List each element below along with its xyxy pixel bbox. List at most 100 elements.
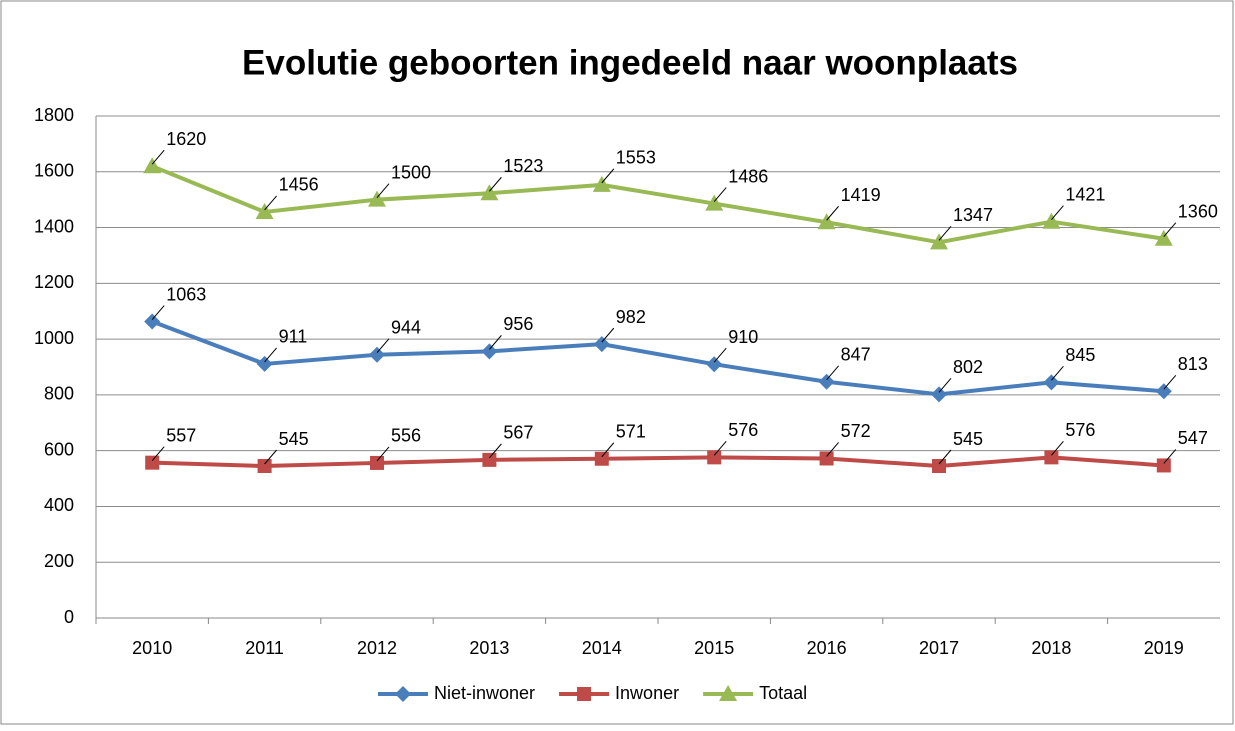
x-tick-label: 2015 xyxy=(694,638,734,658)
data-point xyxy=(1042,212,1061,229)
leader-line xyxy=(264,347,277,363)
x-tick-label: 2014 xyxy=(582,638,622,658)
leader-line xyxy=(1163,222,1177,238)
data-label: 556 xyxy=(391,426,421,446)
leader-line xyxy=(264,449,277,465)
data-point xyxy=(256,355,273,372)
y-tick-label: 800 xyxy=(44,384,74,404)
leader-line xyxy=(938,378,952,393)
leader-line xyxy=(601,168,615,184)
leader-line xyxy=(151,446,165,461)
leader-line xyxy=(938,449,952,465)
leader-line xyxy=(376,446,390,462)
y-tick-label: 1200 xyxy=(34,272,74,292)
data-label: 557 xyxy=(166,425,196,445)
data-label: 1500 xyxy=(391,162,431,182)
data-point xyxy=(592,175,611,192)
data-label: 910 xyxy=(728,327,758,347)
data-point xyxy=(1154,229,1173,246)
leader-line xyxy=(151,149,165,165)
data-point xyxy=(819,451,834,466)
leader-line xyxy=(826,205,839,221)
data-label: 547 xyxy=(1178,428,1208,448)
x-tick-label: 2013 xyxy=(469,638,509,658)
data-label: 1419 xyxy=(841,185,881,205)
data-point xyxy=(932,459,946,474)
data-point xyxy=(257,459,272,474)
data-label: 572 xyxy=(841,421,871,441)
leader-line xyxy=(713,187,727,202)
data-point xyxy=(706,356,723,373)
leader-line xyxy=(1163,449,1177,464)
data-label: 545 xyxy=(279,429,309,449)
legend-label: Totaal xyxy=(759,683,807,703)
data-point xyxy=(1155,383,1172,400)
data-point xyxy=(481,343,498,360)
x-tick-label: 2017 xyxy=(919,638,959,658)
leader-line xyxy=(151,305,165,320)
leader-line xyxy=(601,327,615,343)
chart-title: Evolutie geboorten ingedeeld naar woonpl… xyxy=(242,43,1018,82)
series-line xyxy=(151,164,1165,245)
data-label: 1421 xyxy=(1065,184,1105,204)
data-label: 1486 xyxy=(728,166,768,186)
data-point xyxy=(368,190,386,207)
leader-line xyxy=(376,338,390,354)
leader-line xyxy=(713,347,727,363)
leader-line xyxy=(938,226,952,241)
data-label: 845 xyxy=(1065,345,1095,365)
data-label: 802 xyxy=(953,357,983,377)
data-point xyxy=(818,373,835,390)
data-point xyxy=(705,194,724,211)
data-label: 911 xyxy=(279,327,308,347)
data-point xyxy=(370,455,384,470)
leader-line xyxy=(713,441,727,456)
data-point xyxy=(255,202,274,219)
data-point xyxy=(1044,450,1059,465)
data-label: 944 xyxy=(391,317,421,337)
data-label: 813 xyxy=(1178,354,1208,374)
data-point xyxy=(930,233,948,250)
data-point xyxy=(1043,374,1060,391)
data-label: 1456 xyxy=(279,175,319,195)
x-tick-label: 2012 xyxy=(357,638,397,658)
leader-line xyxy=(601,442,615,458)
data-point xyxy=(480,184,499,201)
data-label: 982 xyxy=(616,307,646,327)
x-tick-label: 2016 xyxy=(807,638,847,658)
data-label: 545 xyxy=(953,429,983,449)
leader-line xyxy=(489,443,502,459)
legend-marker xyxy=(719,685,738,701)
leader-line xyxy=(1163,374,1177,390)
y-tick-label: 600 xyxy=(44,439,74,459)
y-tick-label: 0 xyxy=(64,607,74,627)
y-tick-label: 200 xyxy=(44,551,74,571)
y-tick-label: 1000 xyxy=(34,328,74,348)
y-tick-label: 1400 xyxy=(34,216,74,236)
legend-label: Inwoner xyxy=(615,683,679,703)
leader-line xyxy=(1051,366,1064,381)
leader-line xyxy=(264,195,277,211)
data-label: 567 xyxy=(503,423,533,443)
legend-marker xyxy=(577,687,592,701)
data-label: 1347 xyxy=(953,205,993,225)
data-label: 1523 xyxy=(503,156,543,176)
data-point xyxy=(1156,458,1171,473)
data-point xyxy=(369,346,385,363)
leader-line xyxy=(489,335,502,350)
series-line xyxy=(152,455,1164,469)
y-tick-label: 400 xyxy=(44,495,74,515)
leader-line xyxy=(376,183,390,198)
leader-line xyxy=(826,365,839,381)
data-label: 1620 xyxy=(166,129,206,149)
data-point xyxy=(931,386,947,403)
data-point xyxy=(707,450,722,465)
data-label: 956 xyxy=(503,314,533,334)
data-label: 571 xyxy=(616,422,646,442)
data-point xyxy=(593,336,610,353)
data-point xyxy=(144,313,161,330)
data-label: 847 xyxy=(841,345,871,365)
data-label: 1360 xyxy=(1178,201,1218,221)
